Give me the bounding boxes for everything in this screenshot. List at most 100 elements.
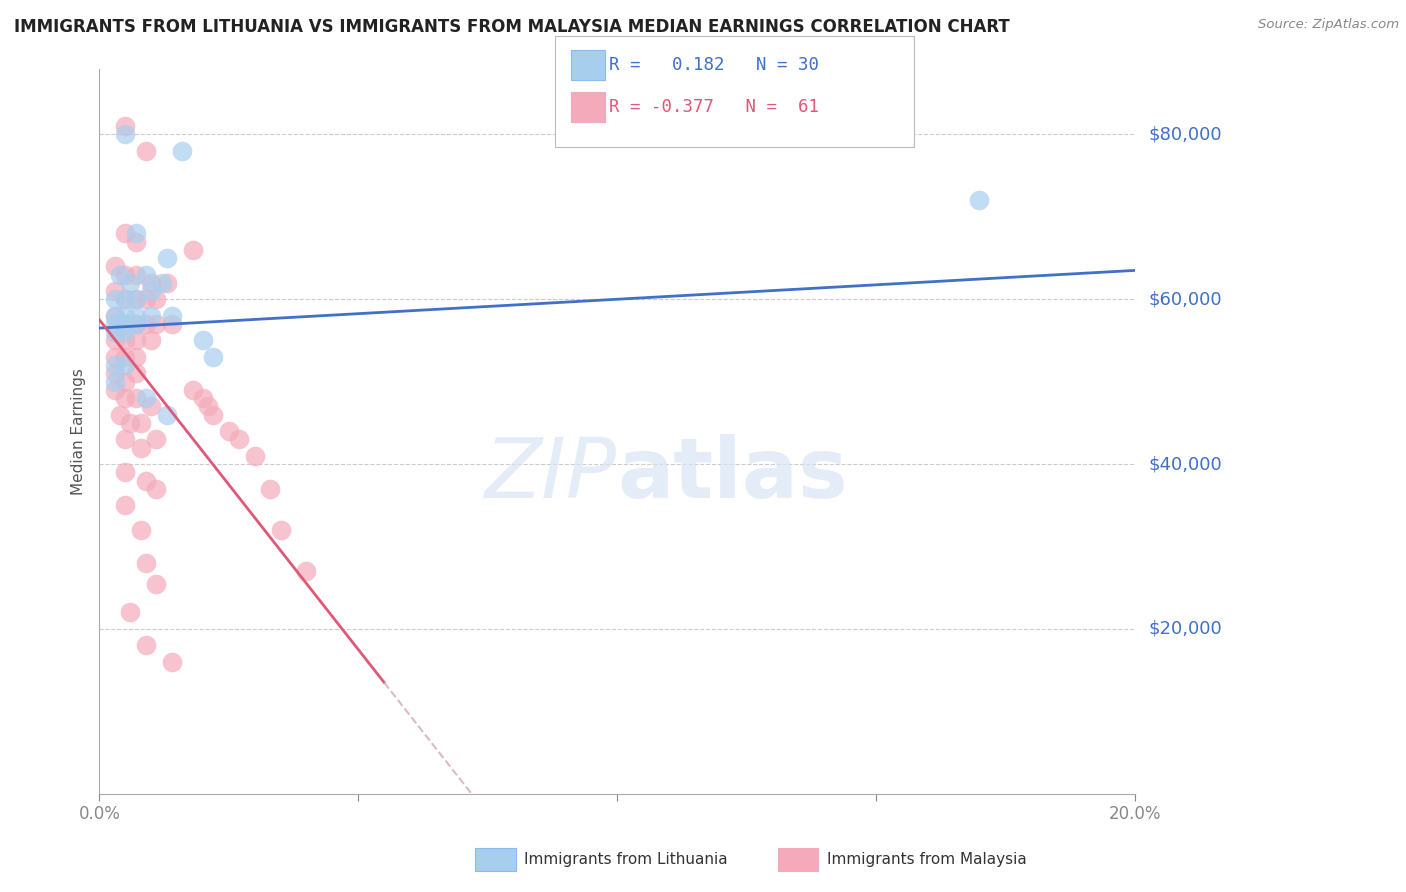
Point <box>114 498 136 512</box>
Point <box>114 358 136 372</box>
Text: ZIP: ZIP <box>485 434 617 515</box>
Point <box>156 276 179 290</box>
Point <box>145 317 167 331</box>
Point <box>104 309 127 323</box>
Point <box>104 334 127 348</box>
Text: R = -0.377   N =  61: R = -0.377 N = 61 <box>609 98 818 116</box>
Point <box>104 260 127 274</box>
Point <box>114 268 136 282</box>
Point <box>124 391 146 405</box>
Point <box>114 391 136 405</box>
Point <box>114 433 136 447</box>
Point <box>124 317 146 331</box>
Y-axis label: Median Earnings: Median Earnings <box>72 368 86 494</box>
Text: Source: ZipAtlas.com: Source: ZipAtlas.com <box>1258 18 1399 31</box>
Point <box>114 317 136 331</box>
Point <box>124 227 146 241</box>
Point <box>156 408 179 422</box>
Point <box>191 391 214 405</box>
Point <box>141 400 163 414</box>
Point <box>150 276 173 290</box>
Point <box>270 523 292 537</box>
Point <box>141 334 163 348</box>
Point <box>135 556 157 570</box>
Point <box>114 375 136 389</box>
Point <box>172 144 194 158</box>
Point <box>124 268 146 282</box>
Text: Immigrants from Malaysia: Immigrants from Malaysia <box>827 853 1026 867</box>
Point <box>145 482 167 496</box>
Point <box>135 268 157 282</box>
Point <box>135 474 157 488</box>
Point <box>104 375 127 389</box>
Point <box>124 317 146 331</box>
Point <box>124 334 146 348</box>
Point <box>114 128 136 142</box>
Point <box>104 292 127 306</box>
Point <box>181 383 204 397</box>
Point <box>114 334 136 348</box>
Point <box>135 638 157 652</box>
Point <box>120 276 142 290</box>
Point <box>160 317 183 331</box>
Point <box>141 276 163 290</box>
Point <box>108 408 131 422</box>
Point <box>228 433 250 447</box>
Point <box>145 576 167 591</box>
Point <box>124 292 146 306</box>
Point <box>202 408 225 422</box>
Point <box>114 227 136 241</box>
Point <box>135 144 157 158</box>
Text: R =   0.182   N = 30: R = 0.182 N = 30 <box>609 56 818 74</box>
Point <box>243 449 266 463</box>
Text: $60,000: $60,000 <box>1149 290 1222 309</box>
Point <box>135 391 157 405</box>
Point <box>145 433 167 447</box>
Point <box>135 317 157 331</box>
Point <box>129 441 152 455</box>
Point <box>114 317 136 331</box>
Point <box>114 119 136 133</box>
Point <box>114 292 136 306</box>
Point <box>218 424 240 438</box>
Point <box>124 292 146 306</box>
Point <box>191 334 214 348</box>
Point <box>108 268 131 282</box>
Text: $40,000: $40,000 <box>1149 455 1222 473</box>
Point <box>124 235 146 249</box>
Point <box>104 383 127 397</box>
Text: $80,000: $80,000 <box>1149 126 1222 144</box>
Point <box>141 309 163 323</box>
Point <box>181 243 204 257</box>
Text: Immigrants from Lithuania: Immigrants from Lithuania <box>524 853 728 867</box>
Point <box>104 317 127 331</box>
Point <box>295 564 318 578</box>
Point <box>114 325 136 339</box>
Point <box>104 367 127 381</box>
Text: IMMIGRANTS FROM LITHUANIA VS IMMIGRANTS FROM MALAYSIA MEDIAN EARNINGS CORRELATIO: IMMIGRANTS FROM LITHUANIA VS IMMIGRANTS … <box>14 18 1010 36</box>
Point <box>156 251 179 265</box>
Point <box>141 284 163 298</box>
Text: $20,000: $20,000 <box>1149 620 1222 638</box>
Point <box>124 309 146 323</box>
Point <box>104 284 127 298</box>
Point <box>114 465 136 479</box>
Point <box>202 350 225 364</box>
Point <box>114 309 136 323</box>
Point <box>135 292 157 306</box>
Point <box>104 358 127 372</box>
Point <box>104 325 127 339</box>
Point <box>124 367 146 381</box>
Point <box>129 523 152 537</box>
Point <box>104 350 127 364</box>
Point <box>104 309 127 323</box>
Point <box>114 350 136 364</box>
Point <box>969 194 991 208</box>
Point <box>160 309 183 323</box>
Point <box>124 350 146 364</box>
Point <box>197 400 219 414</box>
Point <box>145 292 167 306</box>
Point <box>120 416 142 430</box>
Text: atlas: atlas <box>617 434 848 515</box>
Point <box>120 606 142 620</box>
